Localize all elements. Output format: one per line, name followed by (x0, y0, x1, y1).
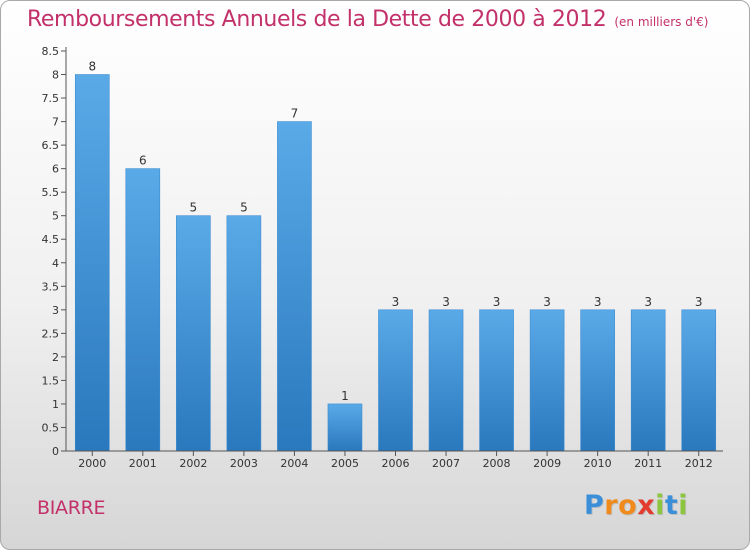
chart-subtitle: (en milliers d'€) (614, 15, 709, 29)
bar-value-label: 5 (240, 201, 248, 215)
bar-value-label: 3 (493, 295, 501, 309)
x-tick-label: 2009 (533, 457, 561, 470)
place-name: BIARRE (37, 497, 106, 519)
bar (125, 168, 161, 452)
y-tick-label: 5 (52, 210, 59, 223)
y-tick-label: 7.5 (42, 92, 60, 105)
y-tick-label: 4.5 (42, 233, 60, 246)
y-tick-label: 0 (52, 445, 59, 458)
x-tick-label: 2012 (685, 457, 713, 470)
y-tick-label: 4 (52, 257, 59, 270)
bar-value-label: 3 (543, 295, 551, 309)
y-tick-label: 8 (52, 69, 59, 82)
x-tick-label: 2005 (331, 457, 359, 470)
y-tick-label: 1 (52, 398, 59, 411)
bar (529, 309, 565, 452)
bar (428, 309, 464, 452)
x-tick-label: 2008 (483, 457, 511, 470)
bar-value-label: 3 (442, 295, 450, 309)
bars: 8 6 5 5 7 1 3 3 3 3 3 3 3 (74, 60, 717, 452)
bar-value-label: 3 (594, 295, 602, 309)
bar (277, 121, 312, 452)
bar (630, 309, 666, 452)
y-axis: 0 0.5 1 1.5 2 2.5 3 3.5 4 4.5 5 5.5 6 6.5 7 7.5 8 8.5 (42, 45, 67, 458)
bar (681, 309, 717, 452)
logo-letter: r (604, 490, 619, 521)
bar (580, 309, 615, 452)
x-tick-label: 2004 (280, 457, 308, 470)
x-axis: 2000 2001 2002 2003 2004 2005 2006 2007 2008 2009… (66, 450, 723, 470)
chart-title: Remboursements Annuels de la Dette de 20… (27, 7, 708, 32)
y-tick-label: 2.5 (42, 327, 60, 340)
logo-letter: i (678, 490, 689, 521)
logo-letter: o (618, 490, 638, 521)
y-tick-label: 0.5 (42, 421, 60, 434)
logo-letter: P (584, 490, 605, 521)
logo-letter: i (655, 490, 665, 521)
bar-value-label: 3 (392, 295, 400, 309)
x-tick-label: 2007 (432, 457, 460, 470)
bar-value-label: 1 (341, 389, 349, 403)
proxiti-logo: Proxiti (584, 490, 688, 521)
bar (226, 215, 262, 452)
bar-value-label: 3 (644, 295, 652, 309)
bar-value-label: 6 (139, 154, 147, 168)
bar (327, 403, 363, 452)
y-tick-label: 1.5 (42, 374, 60, 387)
bar-value-label: 8 (88, 60, 96, 74)
bar-value-label: 5 (190, 201, 198, 215)
bar (74, 74, 110, 452)
x-tick-label: 2002 (179, 457, 207, 470)
y-tick-label: 2 (52, 351, 59, 364)
logo-letter: x (637, 490, 656, 521)
y-tick-label: 3 (52, 304, 59, 317)
x-tick-label: 2003 (230, 457, 258, 470)
y-tick-label: 3.5 (42, 280, 60, 293)
y-tick-label: 6.5 (42, 139, 60, 152)
x-tick-label: 2006 (382, 457, 410, 470)
bar-value-label: 3 (695, 295, 703, 309)
x-tick-label: 2000 (78, 457, 106, 470)
bar (378, 309, 413, 452)
chart-title-text: Remboursements Annuels de la Dette de 20… (27, 7, 607, 32)
x-tick-label: 2011 (634, 457, 662, 470)
y-tick-label: 7 (52, 116, 59, 129)
bar (176, 215, 211, 452)
logo-letter: t (664, 490, 679, 521)
y-tick-label: 6 (52, 163, 59, 176)
bar-value-label: 7 (291, 107, 299, 121)
x-tick-label: 2010 (584, 457, 612, 470)
bar (479, 309, 514, 452)
y-tick-label: 5.5 (42, 186, 60, 199)
y-tick-label: 8.5 (42, 45, 60, 58)
x-tick-label: 2001 (129, 457, 157, 470)
